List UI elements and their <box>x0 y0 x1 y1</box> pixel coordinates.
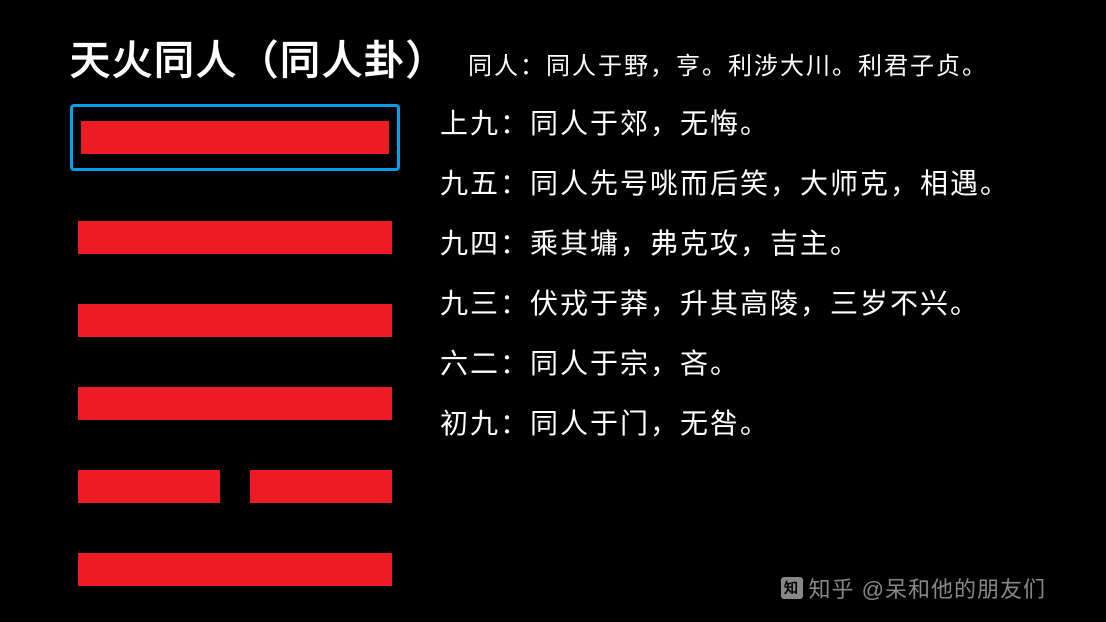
hexagram-line-3 <box>70 387 400 420</box>
solid-bar <box>78 221 392 254</box>
line-text-5: 九五：同人先号咷而后笑，大师克，相遇。 <box>440 164 1106 206</box>
hexagram-line-1 <box>70 553 400 586</box>
header: 天火同人（同人卦） 同人：同人于野，亨。利涉大川。利君子贞。 <box>0 0 1106 86</box>
solid-bar <box>81 121 389 154</box>
line-text-2: 六二：同人于宗，吝。 <box>440 344 1106 386</box>
page-title: 天火同人（同人卦） <box>70 28 448 86</box>
broken-bar-left <box>78 470 220 503</box>
zhihu-icon: 知 <box>781 577 803 599</box>
hexagram-judgment: 同人：同人于野，亨。利涉大川。利君子贞。 <box>468 46 988 81</box>
solid-bar <box>78 387 392 420</box>
line-text-3: 九三：伏戎于莽，升其高陵，三岁不兴。 <box>440 284 1106 326</box>
solid-bar <box>78 553 392 586</box>
hexagram-diagram <box>70 104 400 586</box>
line-text-6: 上九：同人于郊，无悔。 <box>440 104 1106 146</box>
solid-bar <box>78 304 392 337</box>
hexagram-line-2 <box>70 470 400 503</box>
watermark-text: 知乎 @呆和他的朋友们 <box>809 572 1046 604</box>
watermark: 知 知乎 @呆和他的朋友们 <box>781 572 1046 604</box>
hexagram-line-6 <box>81 121 389 154</box>
line-statements: 上九：同人于郊，无悔。 九五：同人先号咷而后笑，大师克，相遇。 九四：乘其墉，弗… <box>400 104 1106 586</box>
content-area: 上九：同人于郊，无悔。 九五：同人先号咷而后笑，大师克，相遇。 九四：乘其墉，弗… <box>0 86 1106 586</box>
broken-bar-right <box>250 470 392 503</box>
hexagram-line-4 <box>70 304 400 337</box>
highlighted-line-box <box>70 104 400 171</box>
line-text-1: 初九：同人于门，无咎。 <box>440 404 1106 446</box>
hexagram-line-5 <box>70 221 400 254</box>
line-text-4: 九四：乘其墉，弗克攻，吉主。 <box>440 224 1106 266</box>
